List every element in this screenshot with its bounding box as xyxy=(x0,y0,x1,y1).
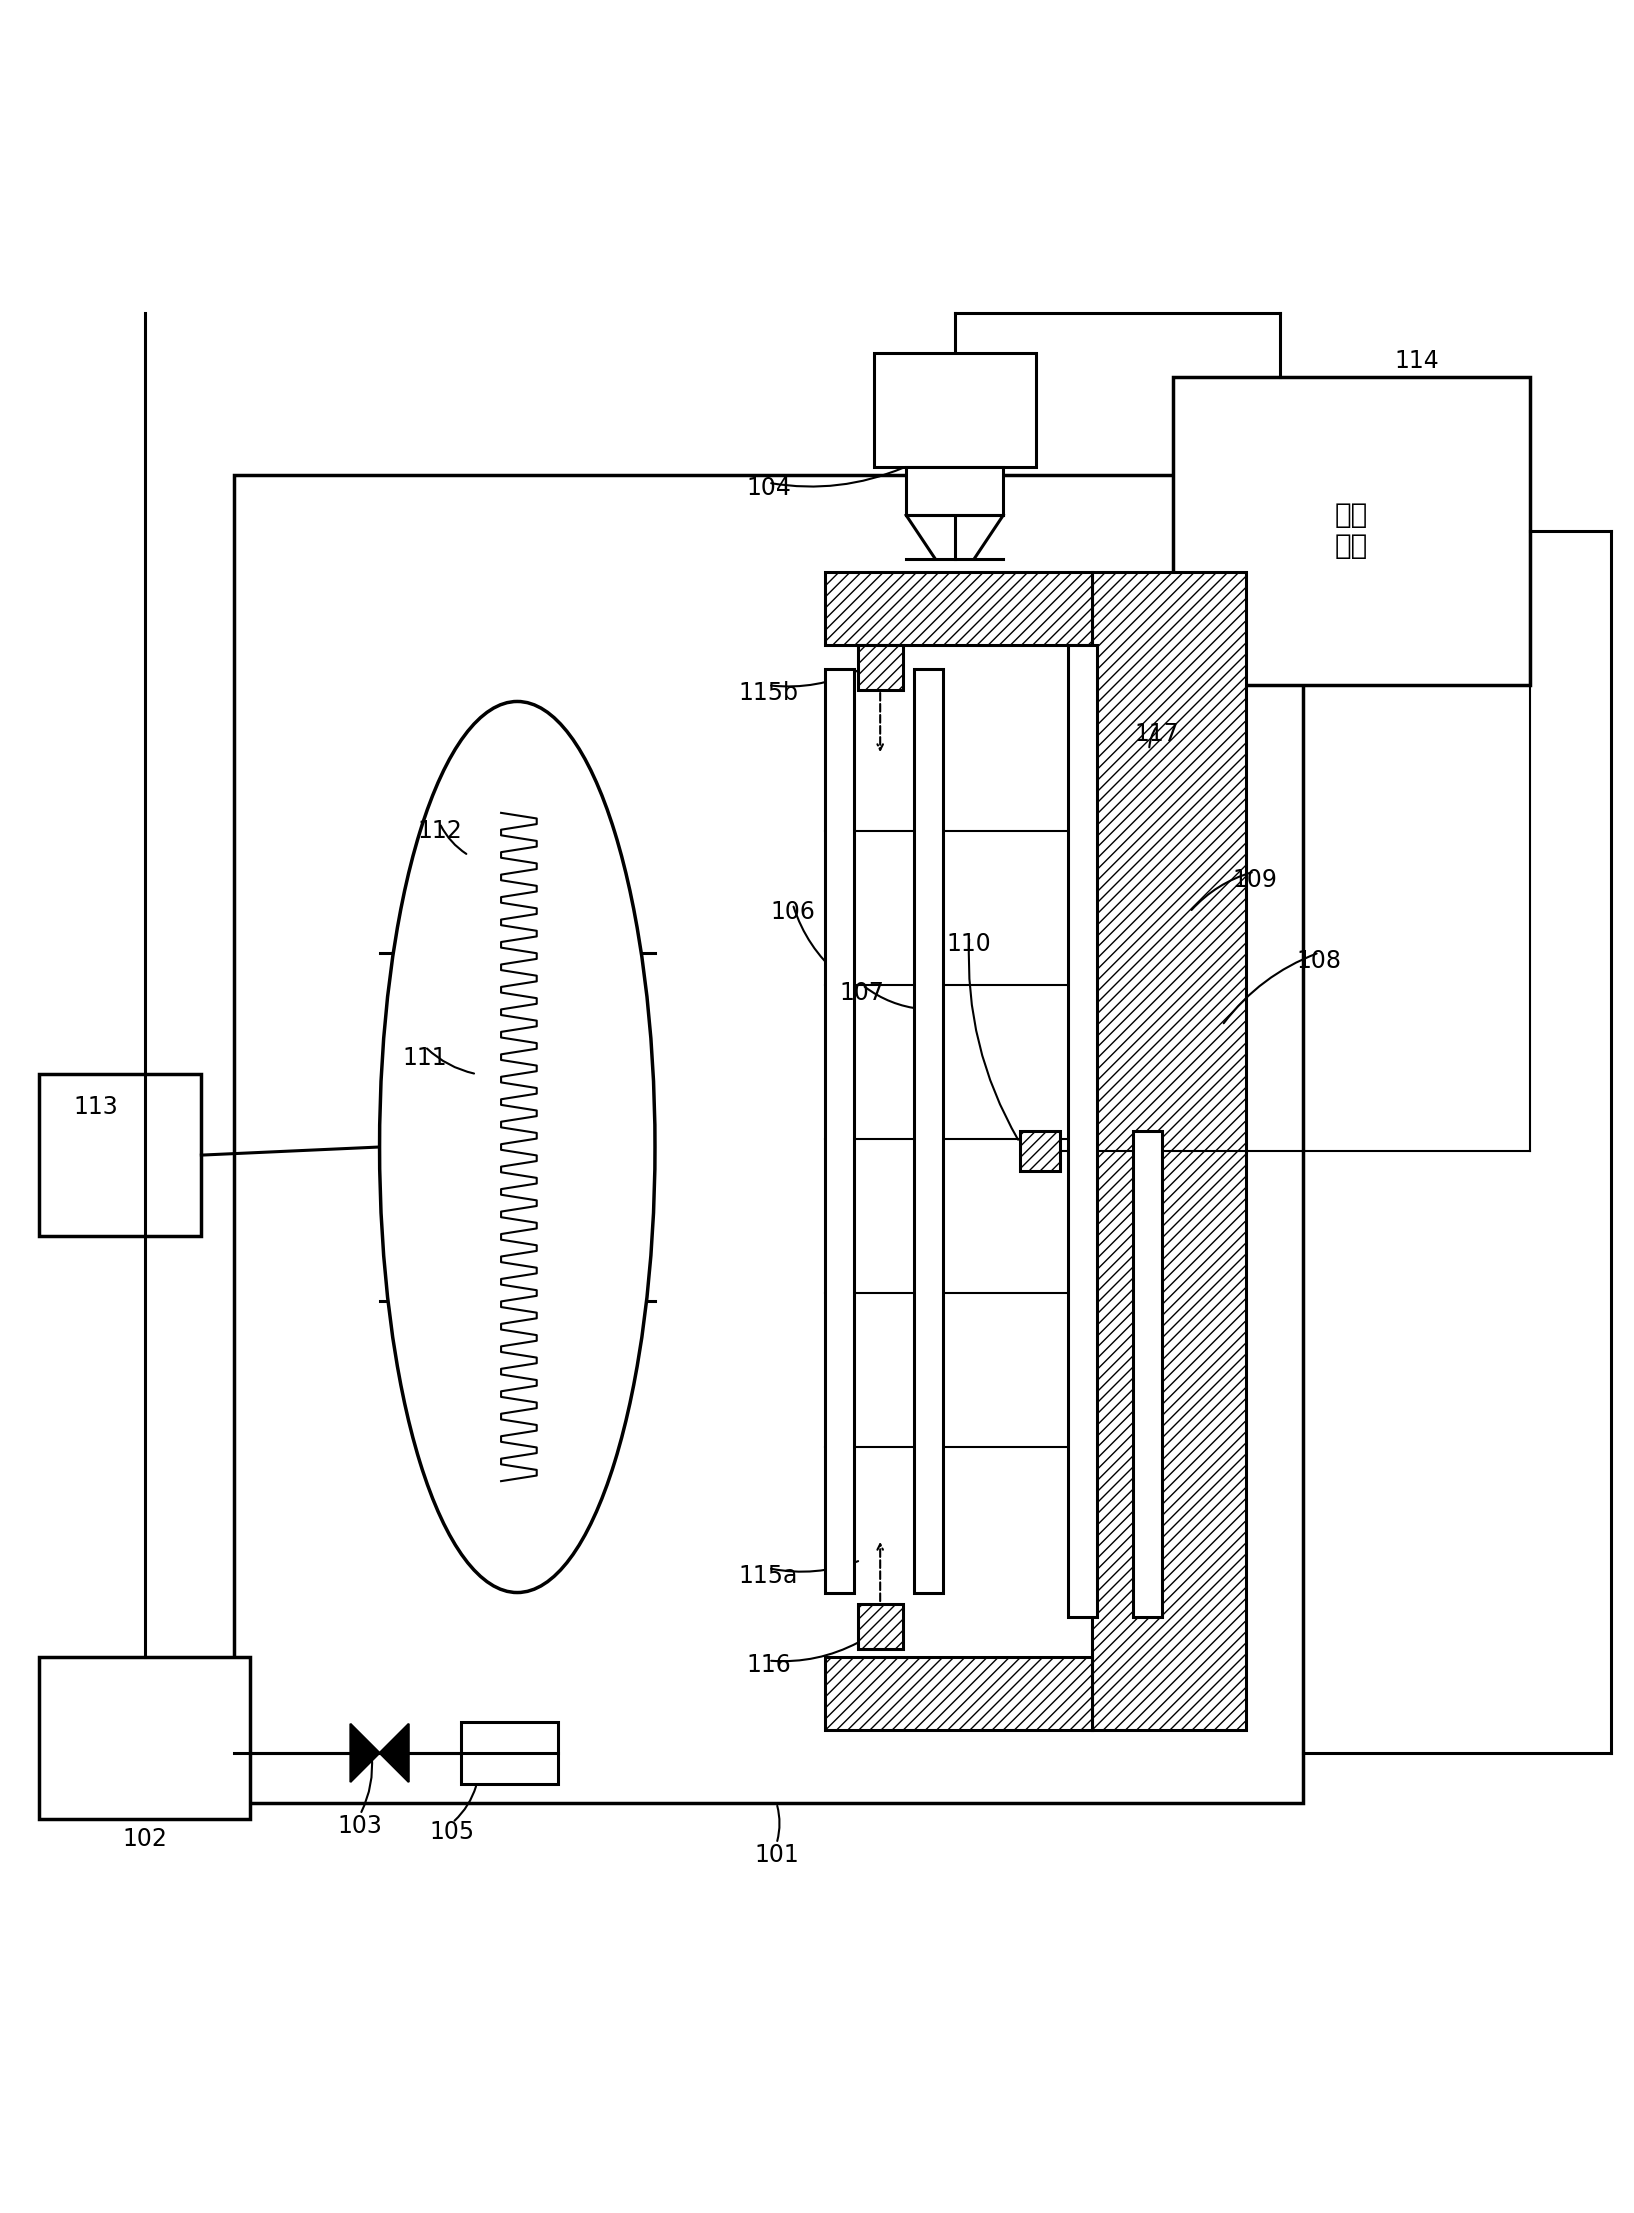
Text: 112: 112 xyxy=(417,819,462,843)
Bar xyxy=(39,1658,250,1819)
Bar xyxy=(825,571,1093,644)
Bar xyxy=(1132,1131,1162,1618)
Bar xyxy=(825,1658,1093,1731)
Bar xyxy=(913,668,943,1593)
Text: 103: 103 xyxy=(338,1815,382,1837)
Bar xyxy=(858,644,904,690)
Bar xyxy=(1093,571,1247,1731)
Polygon shape xyxy=(379,1724,408,1781)
Bar xyxy=(858,1604,904,1649)
Text: 110: 110 xyxy=(948,932,992,956)
Bar xyxy=(1020,1131,1060,1171)
Text: 113: 113 xyxy=(74,1095,118,1118)
Bar xyxy=(825,1658,1093,1731)
Text: 111: 111 xyxy=(402,1047,448,1069)
Ellipse shape xyxy=(379,702,655,1593)
Text: 105: 105 xyxy=(430,1821,475,1843)
Bar xyxy=(1069,644,1098,1618)
Bar xyxy=(907,467,1003,516)
Text: 104: 104 xyxy=(747,476,791,500)
Bar xyxy=(1020,1131,1060,1171)
Text: 114: 114 xyxy=(1394,350,1440,374)
Text: 109: 109 xyxy=(1232,867,1276,892)
Text: 102: 102 xyxy=(123,1826,167,1850)
Text: 107: 107 xyxy=(840,980,884,1005)
Bar xyxy=(858,644,904,690)
Text: 116: 116 xyxy=(747,1653,791,1677)
Polygon shape xyxy=(350,1724,379,1781)
Text: 115a: 115a xyxy=(739,1565,797,1589)
Text: 115b: 115b xyxy=(739,682,799,706)
Bar xyxy=(825,668,855,1593)
Text: 117: 117 xyxy=(1136,721,1180,746)
Bar xyxy=(461,1722,557,1784)
Text: 106: 106 xyxy=(770,901,815,925)
Bar xyxy=(825,571,1093,644)
Bar xyxy=(1093,571,1247,1731)
Bar xyxy=(858,1604,904,1649)
Text: 101: 101 xyxy=(755,1843,799,1868)
Bar xyxy=(39,1073,201,1237)
Bar xyxy=(234,474,1302,1804)
Bar xyxy=(1173,378,1529,686)
Bar xyxy=(874,354,1036,467)
Text: 108: 108 xyxy=(1297,949,1342,974)
Text: 制御
回路: 制御 回路 xyxy=(1335,502,1368,560)
